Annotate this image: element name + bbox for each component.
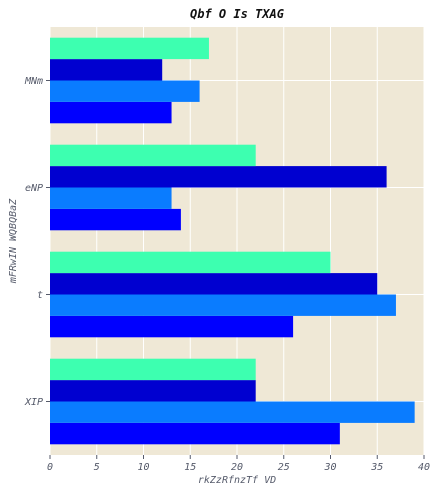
x-tick-label: 40 [418,462,430,473]
bar [50,273,378,295]
x-tick-label: 20 [231,462,243,473]
chart-title: Qbf O Is TXAG [190,7,284,21]
x-tick-label: 35 [370,462,383,473]
y-tick-label: eNP [25,183,43,194]
x-tick-label: 15 [184,462,196,473]
bar [50,208,181,231]
bar [50,315,294,338]
bar [50,187,172,209]
bar [50,37,209,60]
y-tick-label: XIP [24,397,43,408]
bar [50,401,415,423]
bar [50,251,331,274]
bars [50,37,415,445]
y-axis-label: mFRwIN WQBQBaZ [8,198,19,284]
y-tick-label: t [37,290,43,301]
x-tick-label: 25 [278,462,290,473]
bar [50,294,396,316]
bar [50,101,172,124]
x-tick-label: 10 [137,462,149,473]
y-tick-label: MNm [24,76,43,87]
bar [50,166,387,188]
bar [50,144,256,167]
x-tick-label: 5 [94,462,100,473]
axes: 0 5 10 15 20 25 30 35 40 XIP t eNP MNm [24,76,430,473]
bar [50,80,200,102]
x-axis-label: rkZzRfnzTf VD [198,475,276,486]
x-tick-label: 30 [323,462,336,473]
x-tick-label: 0 [47,462,53,473]
bar [50,59,163,81]
bar [50,380,256,402]
bar [50,422,340,445]
bar [50,358,256,381]
